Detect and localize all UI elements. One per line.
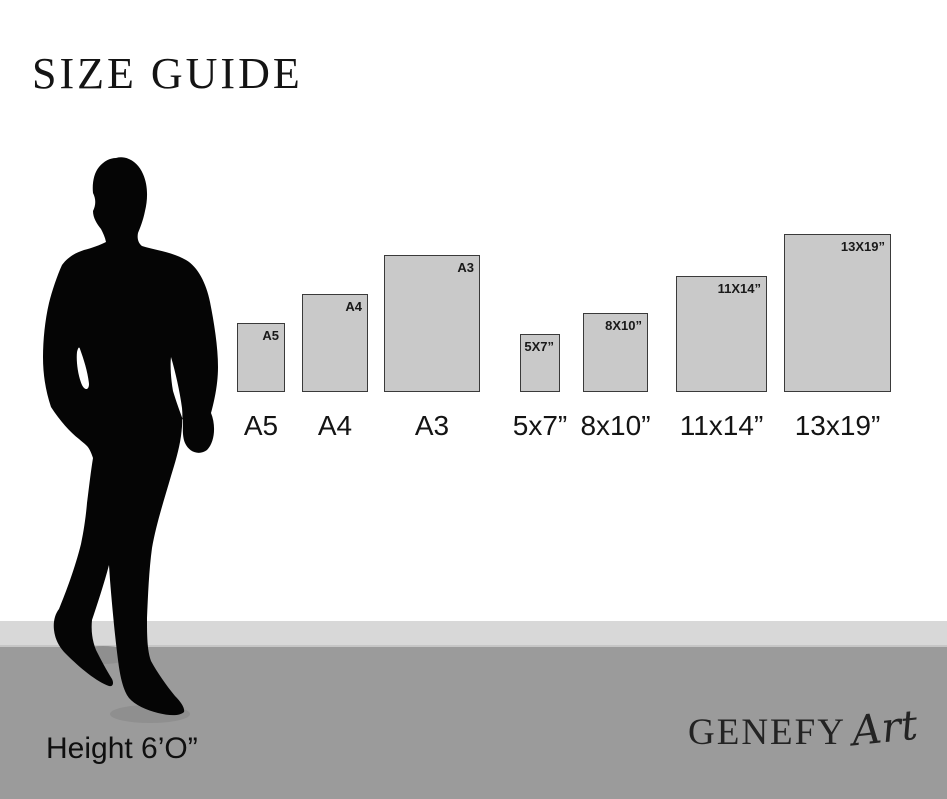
size-rect-tag: A4 (345, 299, 362, 314)
size-label: A4 (317, 410, 353, 441)
size-label: 11x14” (679, 410, 764, 441)
wall-baseboard (0, 621, 947, 647)
brand-word: GENEFY (688, 712, 846, 753)
size-rect-tag: 5X7” (524, 339, 554, 354)
size-label: 5x7” (512, 410, 568, 441)
size-rect-11x14in: 11X14” (676, 276, 767, 392)
height-label: Height 6’O” (46, 732, 198, 765)
brand-script: Art (849, 700, 920, 756)
size-rect-A4: A4 (302, 294, 368, 392)
size-label: 8x10” (580, 410, 651, 441)
size-rect-A5: A5 (237, 323, 285, 392)
size-rect-tag: A3 (457, 260, 474, 275)
size-label: 13x19” (794, 410, 881, 441)
size-label: A5 (243, 410, 279, 441)
man-silhouette-path (43, 157, 218, 716)
size-rect-A3: A3 (384, 255, 480, 392)
size-rect-5x7in: 5X7” (520, 334, 560, 392)
floor (0, 647, 947, 799)
size-rect-tag: 11X14” (717, 281, 761, 296)
size-label: A3 (414, 410, 450, 441)
size-rect-tag: 13X19” (840, 239, 885, 254)
size-rect-8x10in: 8X10” (583, 313, 648, 392)
brand-logo: GENEFYArt (688, 701, 920, 756)
size-rect-13x19in: 13X19” (784, 234, 891, 392)
size-rect-tag: A5 (262, 328, 279, 343)
page-title: SIZE GUIDE (32, 49, 303, 98)
size-rect-tag: 8X10” (605, 318, 642, 333)
